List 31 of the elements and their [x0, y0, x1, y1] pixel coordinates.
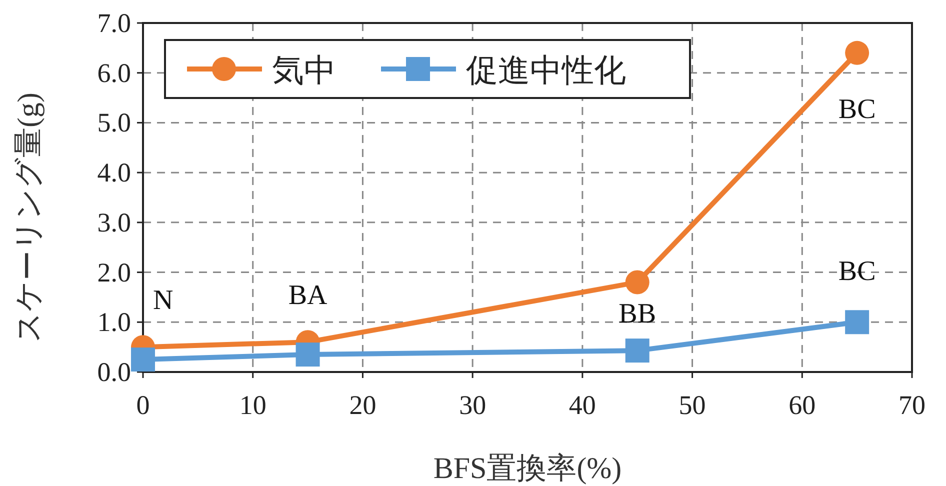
annotation: N [153, 285, 174, 316]
x-tick-label: 30 [459, 390, 486, 420]
annotation: BC [838, 94, 876, 125]
x-tick-label: 20 [349, 390, 376, 420]
point [625, 338, 650, 363]
x-axis-title: BFS置換率(%) [433, 452, 622, 485]
point [131, 348, 155, 372]
legend-label: 気中 [272, 52, 336, 88]
point [296, 342, 320, 367]
point [625, 270, 650, 294]
x-tick-label: 70 [898, 390, 926, 420]
legend-label: 促進中性化 [466, 52, 626, 88]
annotation: BC [838, 256, 876, 288]
y-tick-label: 7.0 [97, 8, 131, 38]
y-tick-label: 3.0 [97, 207, 131, 238]
x-tick-label: 0 [136, 390, 150, 420]
y-tick-label: 0.0 [97, 357, 131, 387]
x-tick-label: 60 [788, 390, 816, 420]
y-tick-label: 2.0 [97, 257, 131, 288]
x-tick-label: 50 [678, 390, 706, 420]
y-tick-label: 1.0 [97, 307, 131, 338]
y-axis-title: スケーリング量(g) [12, 92, 45, 342]
y-tick-label: 5.0 [97, 108, 131, 138]
y-tick-label: 4.0 [97, 158, 131, 188]
point [845, 40, 870, 65]
y-tick-label: 6.0 [97, 58, 131, 88]
annotation: BA [288, 280, 328, 312]
annotation: BB [618, 298, 656, 330]
point [845, 310, 870, 334]
x-tick-label: 40 [568, 390, 596, 420]
x-tick-label: 10 [239, 390, 266, 420]
